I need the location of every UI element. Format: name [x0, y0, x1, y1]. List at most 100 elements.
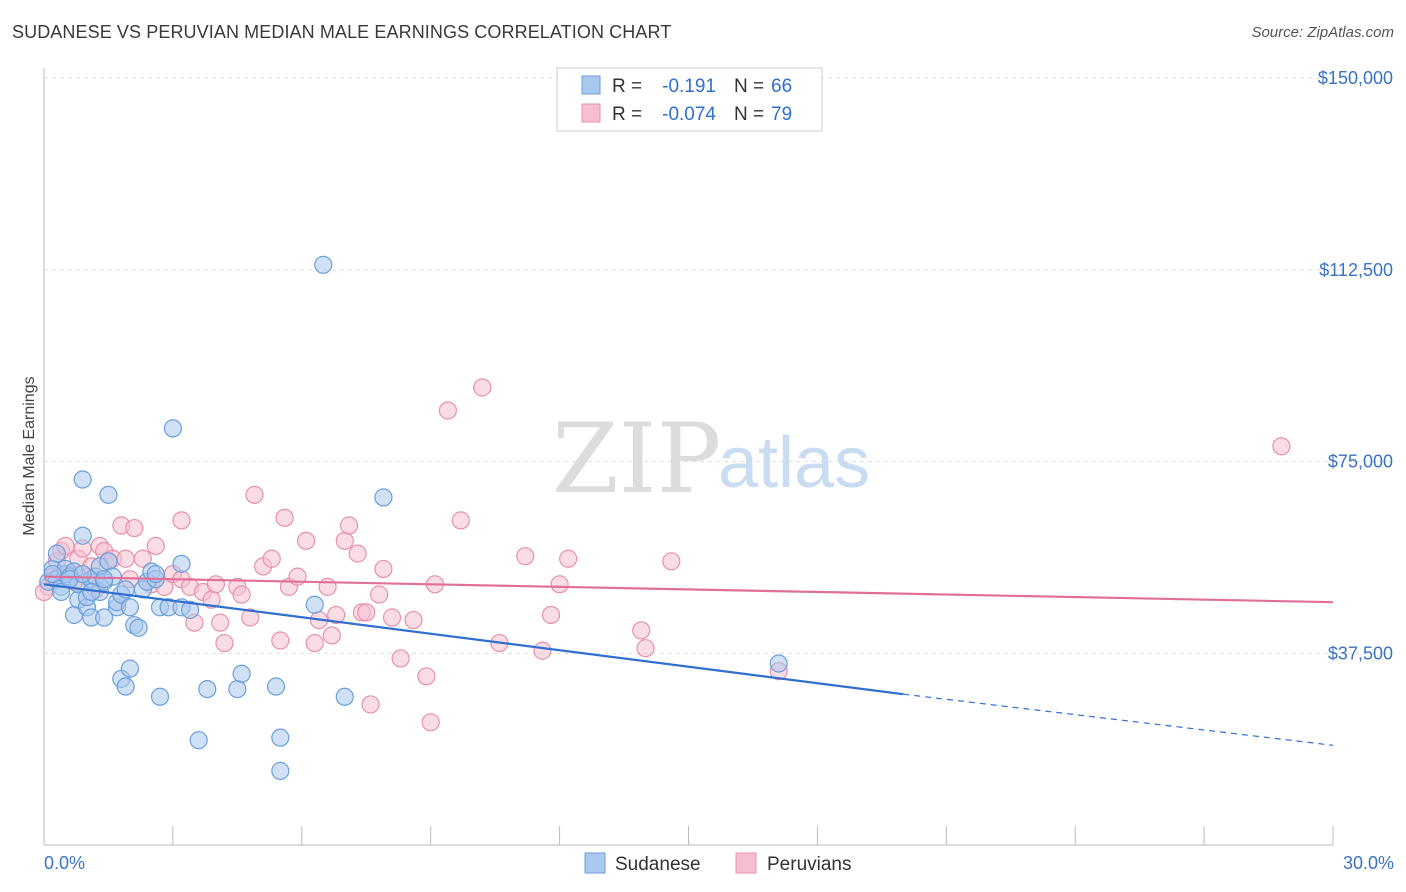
peruvians-point: [550, 575, 569, 594]
peruvians-point: [232, 585, 251, 604]
bottom-legend-swatch-peruvians: [735, 852, 757, 874]
sudanese-trend-line: [43, 583, 904, 696]
bottom-legend-swatch-sudanese: [584, 852, 606, 874]
peruvians-point: [245, 485, 264, 504]
sudanese-point: [120, 659, 140, 678]
bottom-legend-label-sudanese: Sudanese: [615, 854, 701, 875]
bottom-legend-label-peruvians: Peruvians: [767, 854, 852, 875]
y-tick-label: $75,000: [1328, 452, 1393, 472]
peruvians-point: [533, 641, 552, 660]
sudanese-point: [266, 677, 286, 696]
peruvians-point: [632, 621, 651, 640]
chart-title: SUDANESE VS PERUVIAN MEDIAN MALE EARNING…: [12, 22, 672, 42]
peruvians-point: [206, 575, 225, 594]
sudanese-point: [95, 608, 114, 627]
peruvians-point: [296, 531, 316, 550]
sudanese-point: [305, 595, 324, 614]
peruvians-point: [305, 633, 324, 653]
peruvians-point: [275, 508, 294, 527]
sudanese-point: [150, 687, 170, 706]
peruvians-point: [318, 577, 337, 596]
y-axis-label: Median Male Earnings: [21, 376, 38, 535]
sudanese-point: [232, 664, 251, 683]
sudanese-point: [172, 554, 191, 573]
bottom-legend: Sudanese Peruvians: [584, 852, 852, 875]
sudanese-point: [73, 526, 92, 545]
sudanese-point: [120, 598, 140, 617]
source-label: Source: ZipAtlas.com: [1251, 24, 1394, 41]
peruvians-point: [417, 667, 436, 686]
peruvians-point: [262, 549, 281, 568]
peruvians-point: [421, 713, 440, 732]
sudanese-point: [198, 679, 217, 699]
y-tick-label: $150,000: [1318, 68, 1393, 88]
peruvians-point: [339, 516, 359, 535]
sudanese-point: [769, 654, 788, 673]
legend-box: R = -0.191 N = 66 R = -0.074 N = 79: [556, 67, 823, 132]
peruvians-trend-line: [43, 575, 1334, 604]
sudanese-trend-extension: [903, 693, 1334, 746]
sudanese-point: [163, 419, 182, 438]
legend-swatch-peruvians: [581, 103, 601, 123]
peruvians-point: [271, 631, 290, 650]
peruvians-point: [125, 518, 144, 538]
peruvians-point: [382, 608, 402, 627]
peruvians-point: [215, 633, 234, 653]
peruvians-point: [559, 549, 578, 568]
peruvians-point: [322, 626, 341, 645]
peruvians-point: [636, 639, 655, 658]
peruvians-point: [438, 401, 457, 420]
x-tick-label-min: 0.0%: [44, 853, 85, 873]
peruvians-point: [241, 608, 260, 627]
legend-r-label-sudanese: R =: [612, 76, 642, 97]
trend-lines: [43, 575, 1334, 746]
y-tick-labels: $37,500 $75,000 $112,500 $150,000: [1318, 68, 1393, 663]
peruvians-point: [116, 549, 135, 568]
peruvians-point: [146, 536, 165, 556]
peruvians-point: [335, 531, 354, 550]
legend-r-value-peruvians: -0.074: [662, 104, 716, 125]
watermark-zip: ZIP: [552, 403, 721, 515]
legend-n-value-sudanese: 66: [771, 76, 792, 97]
sudanese-point: [189, 731, 208, 750]
sudanese-point: [180, 600, 200, 619]
peruvians-point: [541, 605, 561, 625]
legend-n-label-peruvians: N =: [734, 104, 764, 125]
peruvians-point: [133, 549, 152, 568]
peruvians-point: [1272, 437, 1291, 456]
legend-swatch-sudanese: [581, 75, 601, 95]
legend-n-value-peruvians: 79: [771, 104, 792, 125]
peruvians-point: [348, 544, 367, 563]
sudanese-point: [374, 488, 393, 507]
legend-n-label-sudanese: N =: [734, 76, 764, 97]
sudanese-point: [95, 570, 114, 589]
sudanese-point: [129, 618, 148, 637]
peruvians-point: [374, 559, 393, 579]
sudanese-point: [43, 564, 62, 584]
sudanese-point: [99, 485, 118, 504]
y-tick-label: $112,500: [1319, 260, 1393, 280]
watermark-atlas: atlas: [718, 423, 870, 503]
sudanese-point: [271, 728, 290, 747]
sudanese-point: [314, 255, 333, 274]
peruvians-point: [172, 511, 191, 530]
peruvians-point: [404, 610, 423, 630]
peruvians-point: [357, 603, 376, 622]
sudanese-point: [99, 552, 118, 571]
y-tick-label: $37,500: [1328, 643, 1393, 663]
peruvians-point: [662, 552, 681, 571]
x-ticks: [43, 826, 1334, 845]
legend-r-label-peruvians: R =: [612, 104, 642, 125]
sudanese-point: [47, 544, 66, 563]
peruvians-point: [361, 695, 380, 714]
sudanese-point: [228, 679, 247, 699]
sudanese-point: [335, 687, 354, 706]
grid-layer: [44, 77, 1394, 654]
sudanese-point: [73, 470, 92, 489]
peruvians-point: [451, 511, 470, 530]
peruvians-point: [370, 585, 389, 604]
sudanese-point: [271, 761, 290, 780]
peruvians-point: [327, 605, 346, 625]
sudanese-points: [39, 255, 788, 780]
